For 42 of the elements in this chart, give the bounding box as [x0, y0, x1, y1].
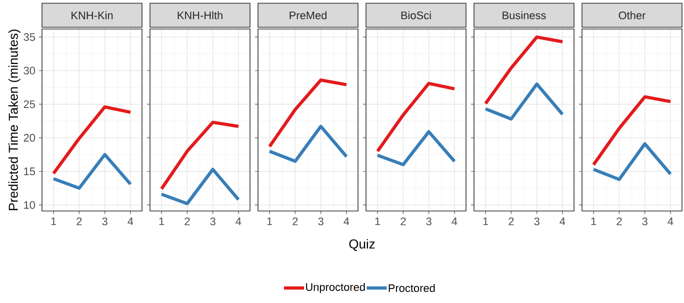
x-tick-label: 4 — [236, 218, 242, 226]
x-tick-label: 3 — [102, 218, 108, 226]
y-tick-label: 10 — [24, 201, 36, 209]
x-tick-label: 4 — [128, 218, 134, 226]
x-tick-label: 1 — [375, 218, 380, 226]
x-axis-title: Quiz — [349, 239, 375, 251]
x-tick-label: 2 — [184, 218, 190, 226]
x-tick-label: 2 — [400, 218, 406, 226]
y-tick-label: 20 — [24, 134, 36, 142]
x-tick-label: 2 — [76, 218, 82, 226]
chart-title: KNH-Kin — [72, 11, 113, 20]
x-tick-label: 3 — [426, 218, 432, 226]
x-tick-label: 3 — [210, 218, 216, 226]
chart-title: Other — [618, 11, 646, 20]
y-tick-label: 15 — [24, 168, 36, 176]
x-tick-label: 1 — [159, 218, 164, 226]
chart-title: BioSci — [401, 11, 431, 20]
x-tick-label: 3 — [318, 218, 324, 226]
x-tick-label: 2 — [508, 218, 514, 226]
y-axis-title: Predicted Time Taken (minutes) — [8, 30, 20, 210]
line-series — [52, 105, 132, 175]
chart-title: Business — [502, 11, 546, 20]
y-tick-label: 30 — [24, 66, 36, 75]
x-tick-label: 3 — [642, 218, 648, 226]
legend-label: Unproctored — [306, 282, 365, 294]
x-tick-label: 1 — [591, 218, 596, 226]
x-tick-label: 3 — [534, 218, 540, 226]
x-tick-label: 4 — [452, 218, 458, 226]
x-tick-label: 2 — [616, 218, 622, 226]
chart-title: KNH-Hlth — [178, 11, 222, 20]
x-tick-label: 4 — [668, 218, 674, 226]
legend-label: Proctored — [388, 284, 435, 292]
line-series — [52, 152, 132, 190]
x-tick-label: 4 — [344, 218, 350, 226]
x-tick-label: 4 — [560, 218, 566, 226]
y-tick-label: 25 — [24, 100, 36, 108]
y-tick-label: 35 — [24, 33, 36, 41]
x-tick-label: 1 — [267, 218, 272, 226]
chart-title: PreMed — [290, 11, 326, 20]
x-tick-label: 1 — [51, 218, 56, 226]
x-tick-label: 2 — [292, 218, 298, 226]
x-tick-label: 1 — [483, 218, 488, 226]
